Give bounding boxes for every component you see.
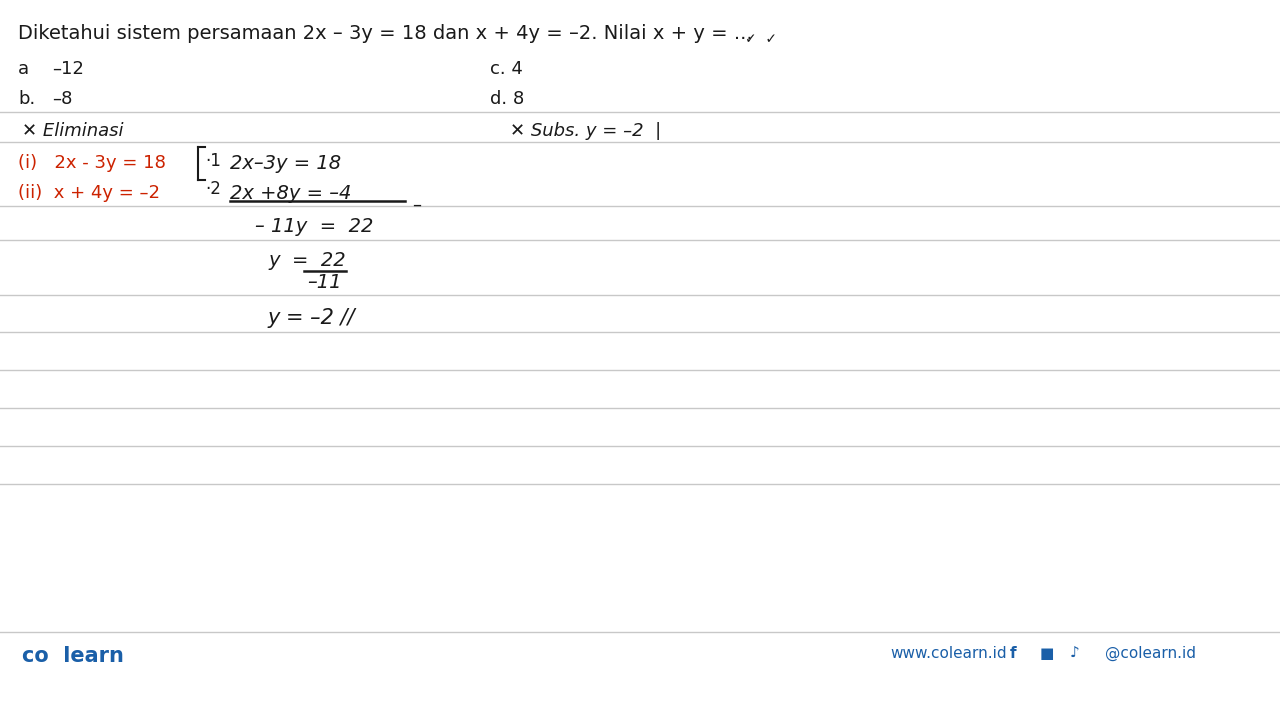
Text: @colearn.id: @colearn.id [1105,646,1196,661]
Text: (ii)  x + 4y = –2: (ii) x + 4y = –2 [18,184,160,202]
Text: 2x–3y = 18: 2x–3y = 18 [230,154,342,173]
Text: y = –2 //: y = –2 // [268,308,356,328]
Text: ✕ Subs. y = –2  |: ✕ Subs. y = –2 | [509,122,662,140]
Text: –: – [412,196,421,214]
Text: –12: –12 [52,60,84,78]
Text: – 11y  =  22: – 11y = 22 [255,217,374,236]
Text: www.colearn.id: www.colearn.id [890,646,1006,661]
Text: co  learn: co learn [22,646,124,666]
Text: –11: –11 [307,273,342,292]
Text: b.: b. [18,90,36,108]
Text: f: f [1010,646,1016,661]
Text: c. 4: c. 4 [490,60,522,78]
Text: ·1: ·1 [205,152,221,170]
Text: Diketahui sistem persamaan 2x – 3y = 18 dan x + 4y = –2. Nilai x + y = ...: Diketahui sistem persamaan 2x – 3y = 18 … [18,24,753,43]
Text: y  =  22: y = 22 [268,251,346,270]
Text: d. 8: d. 8 [490,90,525,108]
Text: (i)   2x - 3y = 18: (i) 2x - 3y = 18 [18,154,166,172]
Text: ■: ■ [1039,646,1055,661]
Text: ✓  ✓: ✓ ✓ [745,32,777,46]
Text: 2x +8y = –4: 2x +8y = –4 [230,184,352,203]
Text: a: a [18,60,29,78]
Text: –8: –8 [52,90,73,108]
Text: ♪: ♪ [1070,646,1080,661]
Text: ✕ Eliminasi: ✕ Eliminasi [22,122,123,140]
Text: ·2: ·2 [205,180,221,198]
